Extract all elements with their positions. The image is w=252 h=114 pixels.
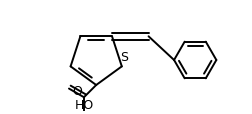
Text: S: S xyxy=(120,51,128,64)
Text: HO: HO xyxy=(74,98,93,111)
Text: O: O xyxy=(72,84,82,97)
